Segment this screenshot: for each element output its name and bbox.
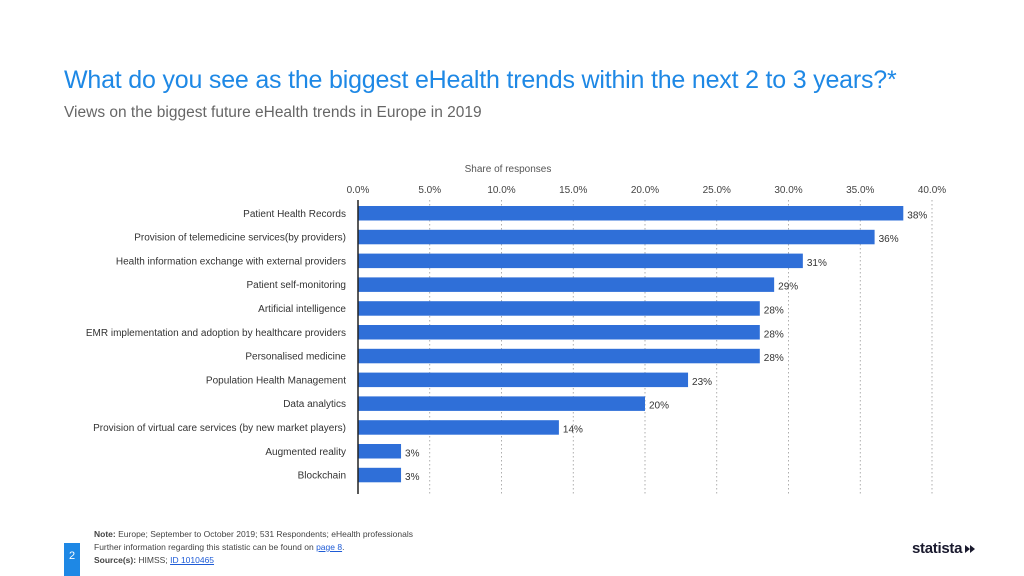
x-tick-label: 30.0% — [774, 185, 802, 196]
bar — [358, 301, 760, 316]
category-label: Patient self-monitoring — [247, 280, 347, 291]
data-label: 31% — [807, 258, 827, 269]
data-label: 28% — [764, 305, 784, 316]
data-label: 38% — [907, 210, 927, 221]
category-label: Population Health Management — [206, 375, 346, 386]
source-text: HIMSS; — [138, 555, 168, 565]
category-label: Provision of telemedicine services(by pr… — [134, 233, 346, 244]
note-line: Note: Europe; September to October 2019;… — [94, 528, 413, 541]
source-label: Source(s): — [94, 555, 137, 565]
info-line: Further information regarding this stati… — [94, 541, 413, 554]
data-label: 14% — [563, 424, 583, 435]
category-label: Personalised medicine — [245, 352, 346, 363]
data-label: 36% — [879, 234, 899, 245]
info-page-link[interactable]: page 8 — [316, 542, 343, 552]
bar — [358, 467, 402, 483]
data-label: 23% — [692, 377, 712, 388]
x-axis-title: Share of responses — [465, 164, 552, 175]
category-label: EMR implementation and adoption by healt… — [86, 328, 346, 339]
bar — [358, 253, 803, 269]
info-end: . — [342, 542, 345, 552]
bar — [358, 229, 875, 245]
x-tick-label: 35.0% — [846, 185, 874, 196]
info-text: Further information regarding this stati… — [94, 542, 314, 552]
x-tick-label: 15.0% — [559, 185, 587, 196]
bar — [358, 444, 402, 459]
logo-text: statista — [912, 540, 963, 557]
x-tick-label: 5.0% — [418, 185, 441, 196]
note-label: Note: — [94, 529, 116, 539]
bar — [358, 420, 559, 435]
bar-chart: Share of responses 0.0% 5.0% 10.0% 15.0% 20.0… — [86, 164, 946, 494]
page-number-tab — [64, 543, 80, 576]
page-number: 2 — [68, 550, 76, 562]
bar — [358, 277, 775, 292]
x-tick-label: 20.0% — [631, 185, 659, 196]
chart-title: What do you see as the biggest eHealth t… — [64, 66, 897, 94]
statista-logo[interactable]: statista — [912, 540, 977, 557]
bar — [358, 325, 760, 340]
category-label: Patient Health Records — [243, 209, 346, 220]
source-id-link[interactable]: ID 1010465 — [170, 555, 215, 565]
x-tick-label: 10.0% — [487, 185, 515, 196]
category-label: Health information exchange with externa… — [116, 256, 346, 267]
bar — [358, 372, 689, 388]
note-text: Europe; September to October 2019; 531 R… — [118, 529, 413, 539]
bar — [358, 396, 645, 411]
chart-subtitle: Views on the biggest future eHealth tren… — [64, 104, 482, 121]
x-tick-label: 25.0% — [703, 185, 731, 196]
data-label: 20% — [649, 401, 669, 412]
category-label: Blockchain — [298, 471, 346, 482]
category-label: Augmented reality — [265, 447, 346, 458]
data-label: 29% — [778, 282, 798, 293]
footer-notes: Note: Europe; September to October 2019;… — [94, 528, 413, 567]
category-label: Data analytics — [283, 399, 346, 410]
bar — [358, 348, 760, 364]
data-label: 3% — [405, 448, 420, 459]
x-tick-label: 40.0% — [918, 185, 946, 196]
x-tick-label: 0.0% — [347, 185, 370, 196]
data-label: 3% — [405, 472, 420, 483]
category-label: Provision of virtual care services (by n… — [93, 423, 346, 434]
bar — [358, 206, 904, 221]
statista-logo-icon — [965, 544, 976, 553]
data-label: 28% — [764, 353, 784, 364]
data-label: 28% — [764, 329, 784, 340]
source-line: Source(s): HIMSS; ID 1010465 — [94, 554, 413, 567]
category-label: Artificial intelligence — [258, 304, 346, 315]
